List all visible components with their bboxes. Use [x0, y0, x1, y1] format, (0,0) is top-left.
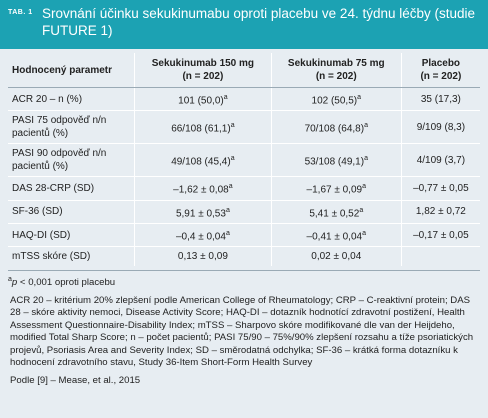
table-label: TAB. 1 — [8, 9, 33, 16]
footnote-mark: a — [8, 276, 12, 284]
cell-sup: a — [223, 94, 228, 101]
cell-text: 0,02 ± 0,04 — [311, 251, 362, 263]
table-row: PASI 75 odpověď n/n pacientů (%) 66/108 (… — [8, 110, 480, 144]
cell-text: –1,62 ± 0,08 — [173, 184, 229, 196]
cell-text: PASI 90 odpověď n/n pacientů (%) — [12, 148, 107, 173]
cell-sup: a — [225, 206, 230, 214]
cell: –1,62 ± 0,08a — [134, 176, 272, 201]
header-row: Hodnocený parametr Sekukinumab 150 mg (n =… — [8, 53, 480, 88]
cell-text: 70/108 (64,8) — [304, 123, 365, 135]
cell: 102 (50,5)a — [270, 86, 402, 111]
table-row: ACR 20 – n (%) 101 (50,0)a 102 (50,5)a 35 (… — [8, 86, 480, 111]
cell: 9/109 (8,3) — [400, 110, 480, 144]
cell: –1,67 ± 0,09a — [270, 176, 402, 201]
column-n: (n = 202) — [315, 71, 357, 82]
cell: 1,82 ± 0,72 — [400, 199, 480, 224]
cell-text: –0,41 ± 0,04 — [306, 231, 363, 243]
table: Hodnocený parametr Sekukinumab 150 mg (n =… — [8, 53, 480, 267]
cell-text: ACR 20 – n (%) — [12, 93, 83, 105]
column-name: Sekukinumab 150 mg — [151, 58, 255, 69]
row-label: PASI 90 odpověď n/n pacientů (%) — [8, 143, 135, 177]
cell: 5,91 ± 0,53a — [134, 199, 272, 224]
table-body: ACR 20 – n (%) 101 (50,0)a 102 (50,5)a 35 (… — [8, 86, 480, 267]
cell-text: 49/108 (45,4) — [171, 156, 231, 168]
cell-text: 0,13 ± 0,09 — [177, 251, 228, 263]
cell-text: –0,77 ± 0,05 — [413, 182, 469, 194]
notes: ACR 20 – kritérium 20% zlepšení podle Am… — [10, 295, 478, 388]
table-row: HAQ-DI (SD) –0,4 ± 0,04a –0,41 ± 0,04a –0,1… — [8, 222, 480, 247]
title: Srovnání účinku sekukinumabu oproti plac… — [42, 6, 476, 38]
cell-sup: a — [362, 229, 366, 237]
cell: 4/109 (3,7) — [400, 143, 480, 177]
cell-text: 66/108 (61,1) — [171, 123, 231, 135]
cell: 35 (17,3) — [400, 86, 480, 111]
table-row: SF-36 (SD) 5,91 ± 0,53a 5,41 ± 0,52a 1,82 ±… — [8, 199, 480, 224]
cell: 70/108 (64,8)a — [270, 110, 402, 144]
cell: –0,17 ± 0,05 — [400, 222, 480, 247]
cell: 5,41 ± 0,52a — [270, 199, 402, 224]
cell-text: DAS 28-CRP (SD) — [12, 182, 95, 194]
column-header: Sekukinumab 75 mg (n = 202) — [270, 53, 402, 88]
cell: –0,77 ± 0,05 — [400, 176, 480, 201]
column-n: (n = 202) — [420, 71, 462, 82]
cell-text: SF-36 (SD) — [12, 206, 63, 218]
cell-sup: a — [364, 155, 368, 163]
cell: 101 (50,0)a — [134, 86, 272, 111]
cell-text: 102 (50,5) — [311, 95, 358, 107]
row-label: PASI 75 odpověď n/n pacientů (%) — [8, 110, 135, 144]
cell: 53/108 (49,1)a — [270, 143, 402, 177]
abbreviations: ACR 20 – kritérium 20% zlepšení podle Am… — [10, 294, 474, 369]
cell: 0,13 ± 0,09 — [134, 246, 272, 267]
cell-text: 5,91 ± 0,53 — [175, 207, 226, 219]
cell: 49/108 (45,4)a — [134, 143, 272, 177]
source: Podle [9] – Mease, et al., 2015 — [10, 375, 141, 387]
row-label: mTSS skóre (SD) — [8, 246, 135, 267]
table-row: PASI 90 odpověď n/n pacientů (%) 49/108 (… — [8, 143, 480, 177]
cell: 66/108 (61,1)a — [134, 110, 272, 144]
cell-text: PASI 75 odpověď n/n pacientů (%) — [12, 115, 107, 140]
cell-text: –0,17 ± 0,05 — [413, 229, 469, 241]
cell-text: mTSS skóre (SD) — [12, 251, 91, 263]
cell-sup: a — [359, 206, 364, 214]
column-name: Placebo — [421, 58, 461, 69]
row-label: SF-36 (SD) — [8, 199, 135, 224]
row-label: HAQ-DI (SD) — [8, 222, 135, 247]
row-label: ACR 20 – n (%) — [8, 86, 135, 111]
column-header: Placebo (n = 202) — [400, 53, 480, 88]
footnote: ap < 0,001 oproti placebu — [8, 270, 480, 289]
header: TAB. 1 Srovnání účinku sekukinumabu opro… — [0, 0, 488, 49]
cell-text: HAQ-DI (SD) — [12, 229, 71, 241]
table-row: DAS 28-CRP (SD) –1,62 ± 0,08a –1,67 ± 0,09… — [8, 176, 480, 201]
cell-text: –0,4 ± 0,04 — [175, 231, 226, 243]
column-header: Hodnocený parametr — [8, 53, 135, 88]
footnote-p: p — [11, 277, 18, 289]
cell: 0,02 ± 0,04 — [270, 246, 402, 267]
cell-text: 101 (50,0) — [178, 95, 224, 107]
cell-text: –1,67 ± 0,09 — [306, 184, 363, 196]
table-row: mTSS skóre (SD) 0,13 ± 0,09 0,02 ± 0,04 — [8, 246, 480, 267]
cell — [400, 246, 480, 267]
cell: –0,41 ± 0,04a — [270, 222, 402, 247]
column-n: (n = 202) — [182, 71, 224, 82]
cell-text: 1,82 ± 0,72 — [415, 206, 466, 218]
cell-sup: a — [357, 94, 362, 101]
cell-text: 53/108 (49,1) — [304, 156, 365, 168]
column-name: Sekukinumab 75 mg — [287, 58, 385, 69]
column-header: Sekukinumab 150 mg (n = 202) — [134, 53, 272, 88]
cell-sup: a — [364, 122, 368, 130]
footnote-text: < 0,001 oproti placebu — [19, 277, 116, 289]
cell-sup: a — [230, 122, 235, 130]
cell-sup: a — [230, 155, 235, 163]
cell-sup: a — [225, 229, 230, 237]
cell: –0,4 ± 0,04a — [134, 222, 272, 247]
cell-text: 5,41 ± 0,52 — [309, 207, 360, 219]
row-label: DAS 28-CRP (SD) — [8, 176, 135, 201]
cell-sup: a — [228, 183, 233, 191]
cell-sup: a — [362, 183, 366, 191]
cell-text: 35 (17,3) — [420, 93, 461, 105]
cell-text: 9/109 (8,3) — [416, 121, 466, 133]
column-name: Hodnocený parametr — [12, 64, 113, 76]
cell-text: 4/109 (3,7) — [416, 154, 466, 166]
